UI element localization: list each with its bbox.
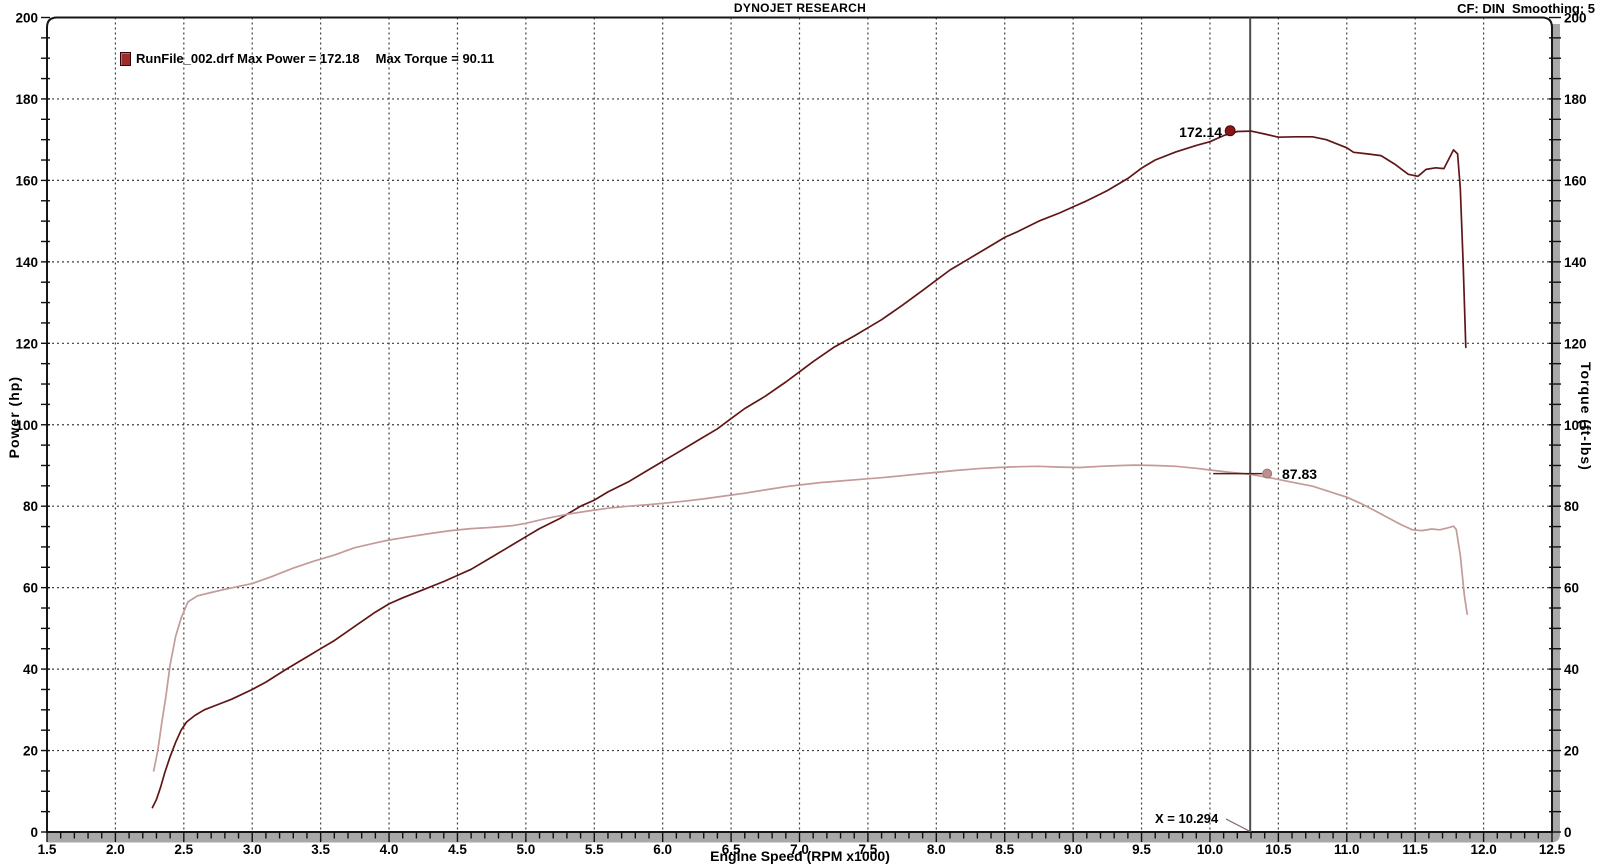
y-right-tick-label: 20 (1564, 744, 1579, 759)
x-tick-label: 11.0 (1334, 842, 1360, 857)
x-tick-label: 9.0 (1064, 842, 1083, 857)
x-tick-label: 5.0 (516, 842, 535, 857)
x-tick-label: 12.5 (1539, 842, 1566, 857)
x-tick-label: 7.5 (859, 842, 878, 857)
x-tick-label: 8.5 (995, 842, 1014, 857)
y-left-tick-label: 20 (23, 744, 38, 759)
x-tick-label: 6.0 (653, 842, 672, 857)
legend[interactable]: RunFile_002.drf Max Power = 172.18 Max T… (120, 51, 494, 66)
y-left-tick-label: 40 (23, 662, 38, 677)
y-right-tick-label: 160 (1564, 173, 1587, 188)
torque-curve[interactable] (152, 464, 1469, 772)
y-axis-title-power: Power (hp) (6, 376, 22, 459)
x-tick-label: 5.5 (585, 842, 604, 857)
y-left-tick-label: 180 (15, 92, 38, 107)
x-tick-label: 11.5 (1402, 842, 1428, 857)
correction-smoothing-note: CF: DIN Smoothing: 5 (1457, 1, 1595, 16)
y-right-tick-label: 60 (1564, 581, 1579, 596)
x-tick-label: 12.0 (1470, 842, 1496, 857)
y-right-tick-label: 200 (1564, 11, 1587, 26)
y-left-tick-label: 80 (23, 499, 38, 514)
legend-torque-entry: Max Torque = 90.11 (375, 51, 495, 66)
plot-frame (46, 16, 1553, 833)
y-left-tick-label: 140 (15, 255, 38, 270)
y-left-tick-label: 160 (15, 173, 38, 188)
x-tick-label: 10.0 (1197, 842, 1223, 857)
cursor-x-label[interactable]: X = 10.294 (1155, 811, 1219, 826)
y-right-tick-label: 140 (1564, 255, 1587, 270)
x-axis-title: Engine Speed (RPM x1000) (710, 848, 890, 864)
x-tick-label: 8.0 (927, 842, 946, 857)
y-right-tick-label: 180 (1564, 92, 1587, 107)
x-tick-label: 2.5 (174, 842, 193, 857)
x-tick-label: 4.0 (380, 842, 399, 857)
y-left-tick-label: 60 (23, 581, 38, 596)
y-left-tick-label: 120 (15, 336, 38, 351)
chart-title: DYNOJET RESEARCH (733, 1, 867, 15)
y-axis-title-torque: Torque (ft-lbs) (1578, 362, 1594, 471)
x-tick-label: 1.5 (38, 842, 57, 857)
run-color-swatch-icon (120, 51, 131, 66)
x-tick-label: 3.0 (243, 842, 262, 857)
y-right-tick-label: 40 (1564, 662, 1579, 677)
x-tick-label: 2.0 (106, 842, 125, 857)
axis-3d-bar (47, 24, 1560, 843)
cursor-label-leader (1225, 818, 1250, 832)
power-curve[interactable] (151, 130, 1467, 809)
torque-cursor-readout: 87.83 (1282, 466, 1318, 482)
x-tick-label: 3.5 (311, 842, 330, 857)
y-right-tick-label: 100 (1564, 418, 1587, 433)
x-tick-label: 4.5 (448, 842, 467, 857)
x-tick-label: 9.5 (1132, 842, 1151, 857)
power-peak-marker (1224, 125, 1236, 137)
y-right-tick-label: 120 (1564, 336, 1587, 351)
y-left-tick-label: 0 (30, 825, 38, 840)
torque-cursor-marker (1262, 468, 1273, 479)
x-tick-label: 6.5 (722, 842, 741, 857)
power-cursor-readout: 172.14 (1179, 124, 1222, 140)
legend-run-entry: RunFile_002.drf Max Power = 172.18 (136, 51, 360, 66)
y-right-tick-label: 80 (1564, 499, 1579, 514)
x-tick-label: 7.0 (790, 842, 809, 857)
y-right-tick-label: 0 (1564, 825, 1572, 840)
y-left-tick-label: 200 (15, 11, 38, 26)
y-left-tick-label: 100 (15, 418, 38, 433)
x-tick-label: 10.5 (1265, 842, 1292, 857)
